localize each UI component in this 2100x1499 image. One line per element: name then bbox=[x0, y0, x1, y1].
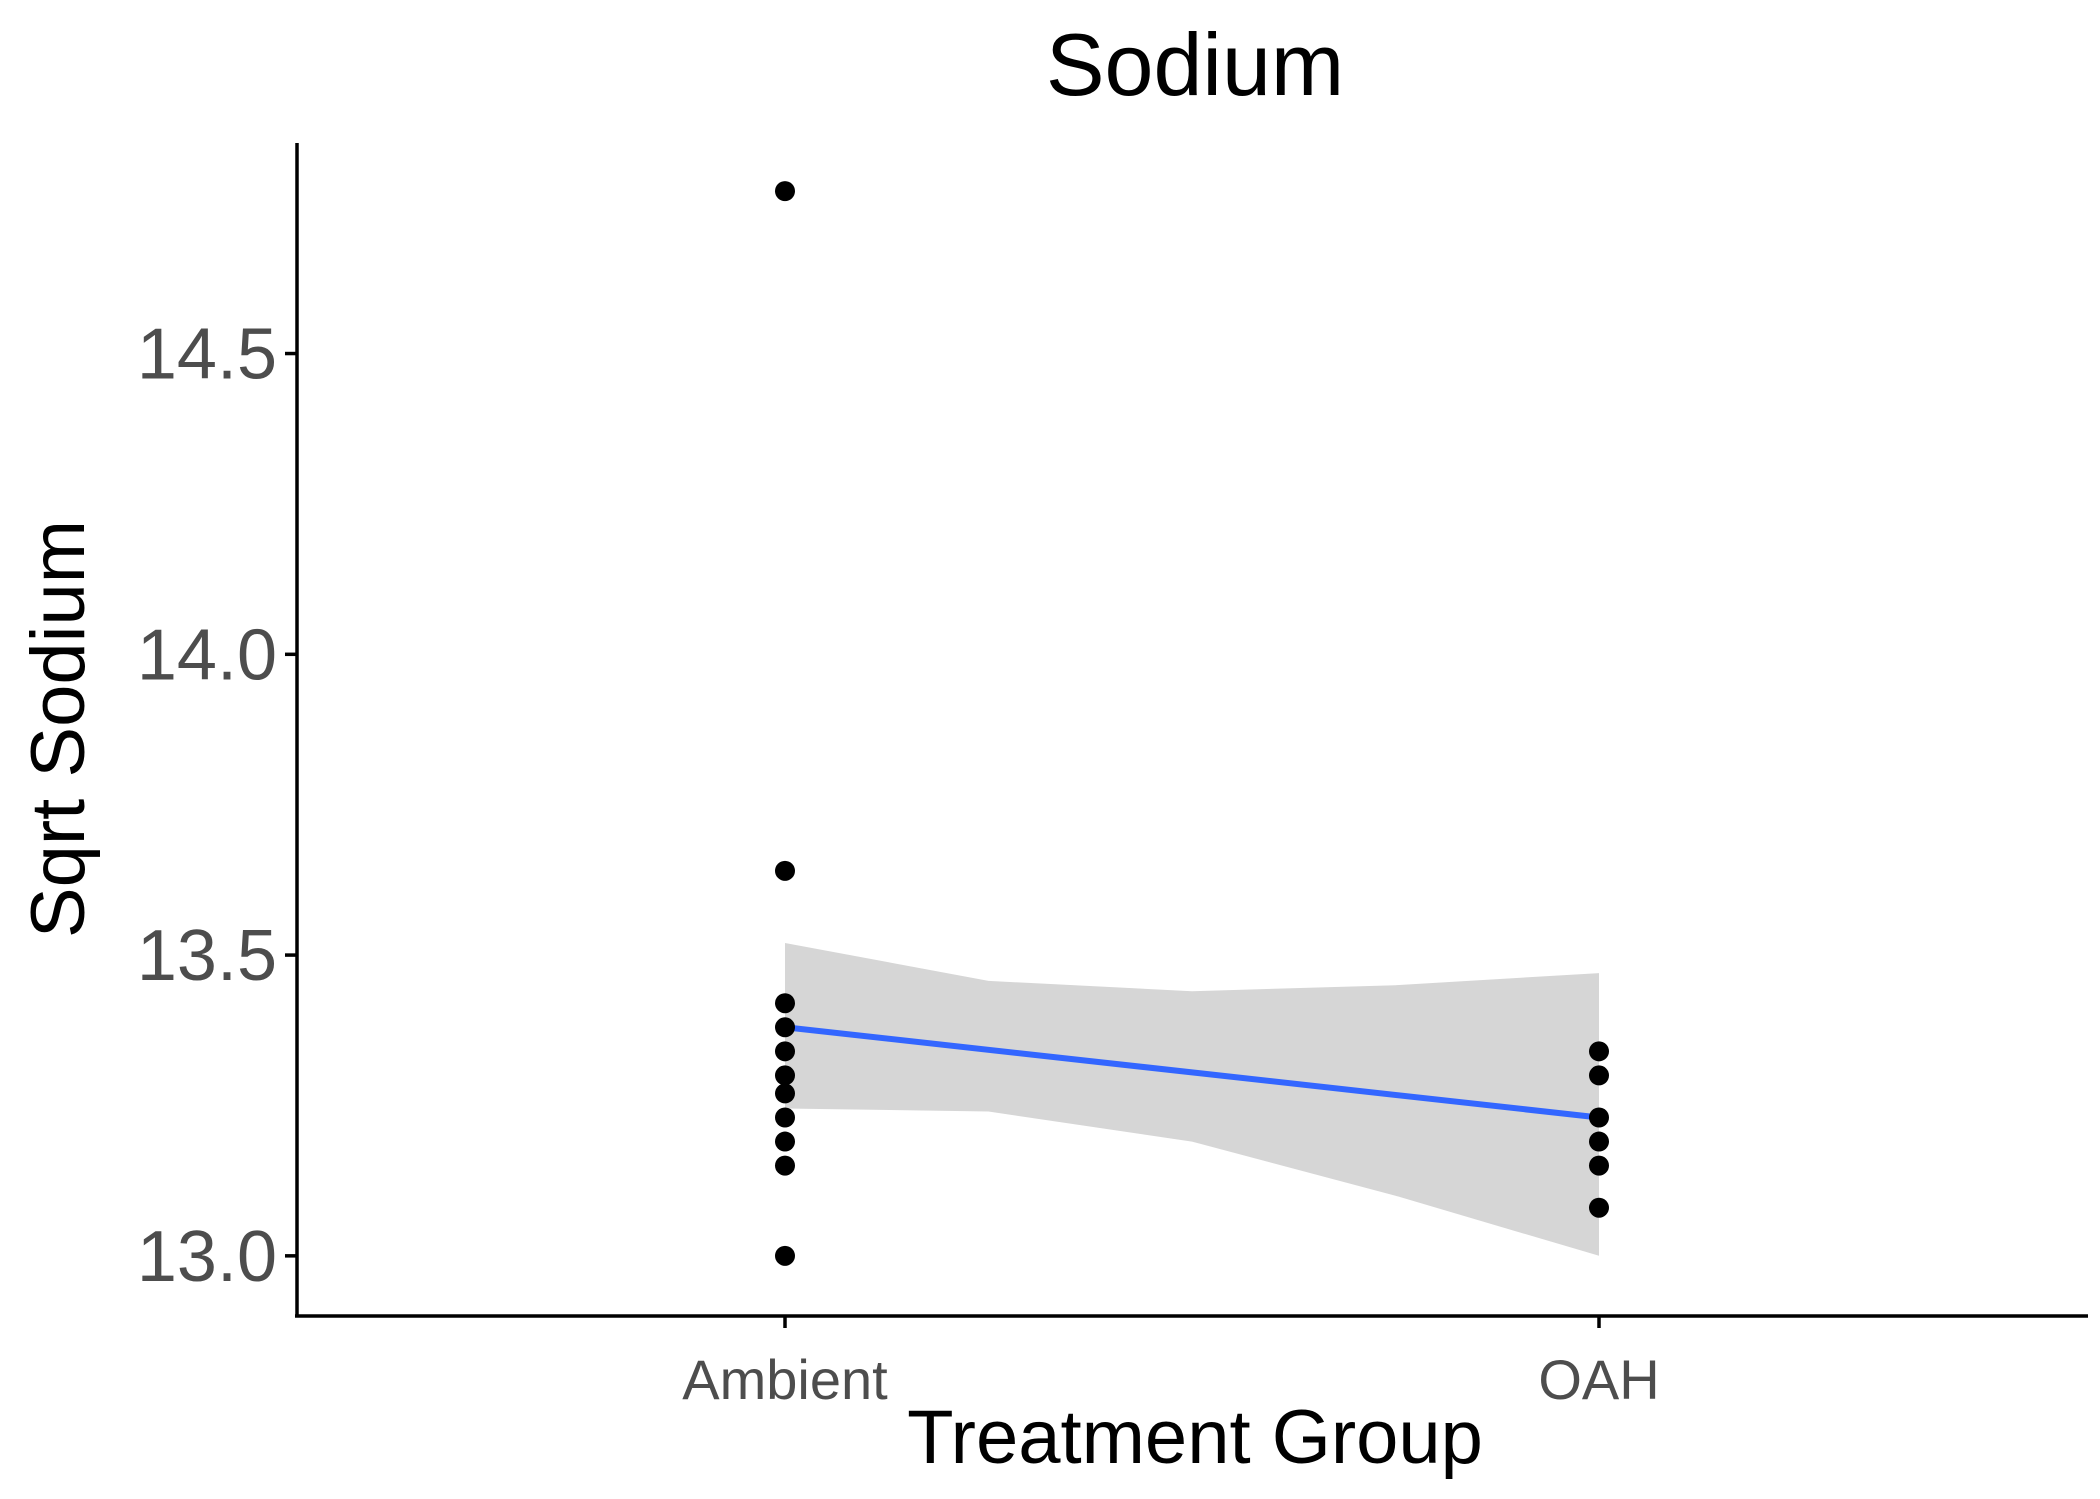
data-point bbox=[775, 1065, 795, 1086]
x-tick-label: OAH bbox=[1538, 1348, 1659, 1411]
y-tick-label: 14.0 bbox=[137, 615, 277, 695]
data-point bbox=[775, 1155, 795, 1176]
x-axis-ticks: Ambient OAH bbox=[682, 1316, 1660, 1411]
data-point bbox=[1589, 1041, 1609, 1062]
x-tick-label: Ambient bbox=[682, 1348, 888, 1411]
y-axis-title: Sqrt Sodium bbox=[16, 520, 101, 938]
y-tick-label: 13.5 bbox=[137, 916, 277, 996]
data-point bbox=[775, 181, 795, 202]
data-point bbox=[775, 1041, 795, 1062]
data-point bbox=[1589, 1107, 1609, 1128]
data-point bbox=[1589, 1155, 1609, 1176]
data-point bbox=[775, 1245, 795, 1266]
x-axis-title: Treatment Group bbox=[907, 1395, 1483, 1480]
data-point bbox=[1589, 1197, 1609, 1218]
data-point bbox=[1589, 1131, 1609, 1152]
fit-line bbox=[784, 1024, 1600, 1121]
confidence-band bbox=[785, 943, 1599, 1256]
data-point bbox=[775, 1017, 795, 1038]
chart-title: Sodium bbox=[1046, 15, 1344, 114]
y-axis-ticks: 13.0 13.5 14.0 14.5 bbox=[137, 315, 297, 1297]
data-point bbox=[775, 860, 795, 881]
data-point bbox=[1589, 1065, 1609, 1086]
data-point bbox=[775, 1131, 795, 1152]
y-tick-label: 13.0 bbox=[137, 1217, 277, 1297]
plot-area bbox=[775, 181, 1609, 1266]
data-point bbox=[775, 1107, 795, 1128]
y-tick-label: 14.5 bbox=[137, 315, 277, 395]
data-point bbox=[775, 993, 795, 1014]
data-point bbox=[775, 1083, 795, 1104]
